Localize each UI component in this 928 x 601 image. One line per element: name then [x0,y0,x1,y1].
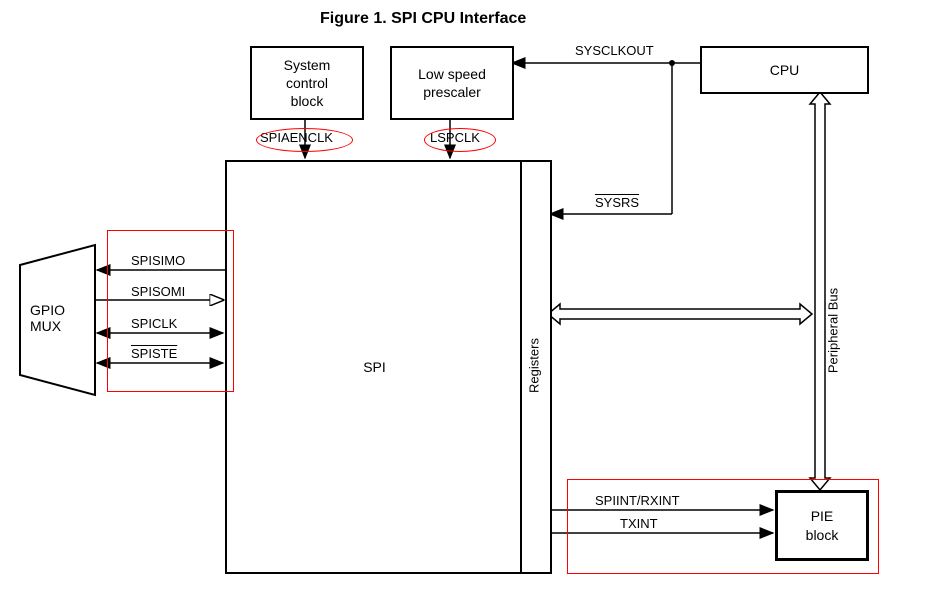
edge-peripheral-bus-h [548,304,812,324]
sysclkout-label: SYSCLKOUT [575,43,654,58]
low-speed-prescaler-block: Low speed prescaler [390,46,514,120]
sysrs-label: SYSRS [595,195,639,210]
cpu-block: CPU [700,46,869,94]
peripheral-bus-label: Peripheral Bus [826,276,841,386]
spi-cpu-interface-diagram: Figure 1. SPI CPU Interface [0,0,928,601]
lspclk-highlight [424,128,496,152]
system-control-label: System control block [284,56,331,111]
spi-label: SPI [363,358,386,376]
cpu-label: CPU [770,61,800,79]
low-speed-prescaler-label: Low speed prescaler [418,65,486,101]
spi-block: SPI [225,160,524,574]
system-control-block: System control block [250,46,364,120]
registers-label: Registers [527,334,542,398]
gpio-highlight-box [107,230,234,392]
pie-highlight-box [567,479,879,574]
spiaenclk-highlight [256,128,353,152]
gpio-mux-label: GPIO MUX [30,302,65,334]
